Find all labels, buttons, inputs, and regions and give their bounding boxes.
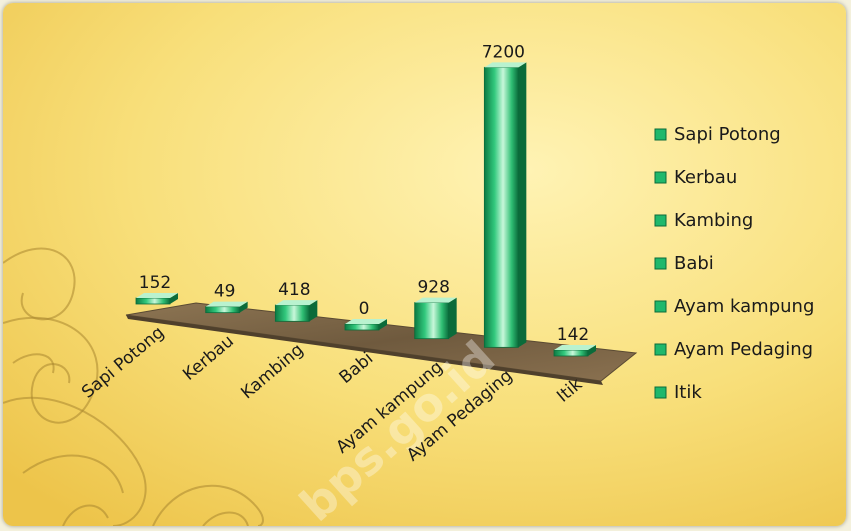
value-label-3: 0 (359, 299, 370, 319)
value-label-2: 418 (278, 280, 310, 300)
bar-6-side (588, 345, 596, 356)
legend-swatch-5 (654, 343, 667, 356)
decorative-swirls (3, 247, 264, 526)
legend-swatch-0 (654, 128, 667, 141)
bar-1-top (205, 301, 248, 307)
chart-frame: bps.go.id 152 49 418 0 928 7200 142 Sapi Poton… (3, 3, 846, 526)
bar-4-top (414, 297, 457, 303)
legend-swatch-2 (654, 214, 667, 227)
legend-label-6: Itik (674, 382, 702, 403)
legend-swatch-6 (654, 386, 667, 399)
bar-1-side (239, 301, 248, 313)
bar-2-top (275, 300, 318, 306)
value-label-4: 928 (417, 278, 449, 298)
bar-5-side (518, 62, 527, 348)
bar-2-side (309, 300, 318, 322)
legend: Sapi Potong Kerbau Kambing Babi Ayam kampung… (654, 124, 814, 403)
bar-3-top (345, 319, 387, 324)
bar-6-top (554, 345, 596, 350)
legend-label-1: Kerbau (674, 167, 737, 188)
bar-5-top (484, 62, 527, 68)
chart-floor-edge (126, 315, 603, 385)
legend-label-0: Sapi Potong (674, 124, 781, 145)
legend-label-4: Ayam kampung (674, 296, 814, 317)
bar-3-front (344, 323, 380, 331)
chart-background (3, 3, 846, 526)
legend-label-2: Kambing (674, 210, 753, 231)
bar-0-top (136, 293, 178, 298)
legend-label-5: Ayam Pedaging (674, 339, 813, 360)
bar-5-front (483, 66, 519, 348)
bar-4-front (414, 302, 450, 340)
value-label-0: 152 (139, 273, 171, 293)
bar-1-front (205, 306, 241, 314)
value-labels: 152 49 418 0 928 7200 142 (139, 42, 589, 345)
bar-3-side (379, 319, 387, 330)
bars-group (135, 62, 596, 357)
value-label-5: 7200 (482, 42, 525, 62)
legend-label-3: Babi (674, 253, 714, 274)
value-label-1: 49 (214, 282, 236, 302)
legend-swatch-3 (654, 257, 667, 270)
bar-0-front (135, 297, 171, 305)
legend-swatch-1 (654, 171, 667, 184)
bar-6-front (553, 349, 589, 357)
bar-2-front (274, 304, 310, 322)
bar-4-side (448, 297, 457, 339)
bar-0-side (170, 293, 178, 304)
value-label-6: 142 (557, 325, 589, 345)
legend-swatch-4 (654, 300, 667, 313)
